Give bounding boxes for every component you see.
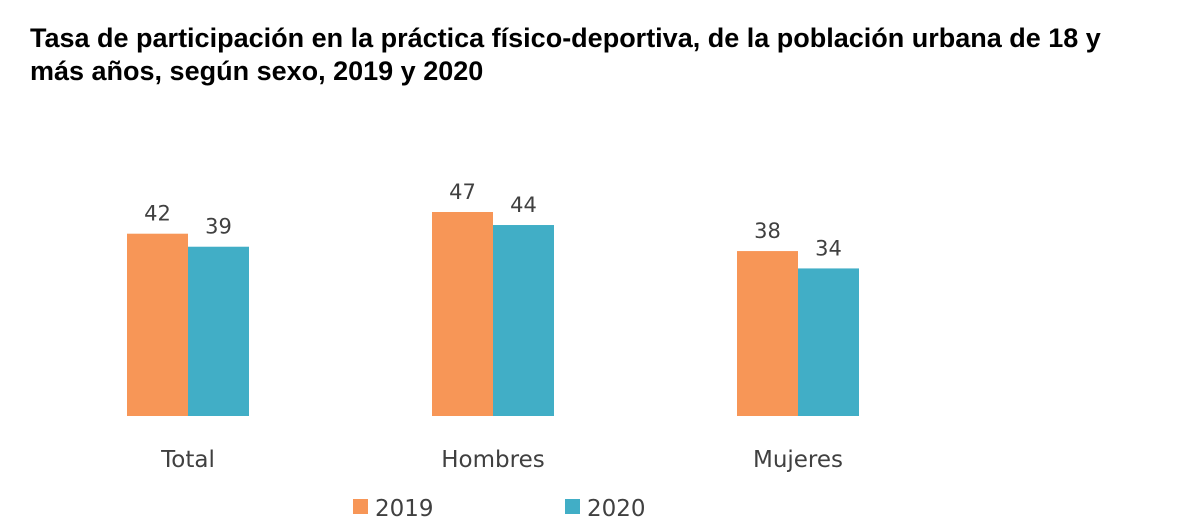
data-label-total-2019: 42 [144, 202, 171, 226]
legend-label-2020: 2020 [587, 496, 646, 522]
x-tick-label-total: Total [160, 447, 215, 473]
bar-hombres-2020 [493, 225, 554, 416]
legend-swatch-2020 [565, 499, 580, 514]
bars-layer [127, 212, 859, 416]
data-label-mujeres-2019: 38 [754, 219, 781, 243]
x-axis-tick-labels: Total Hombres Mujeres [160, 447, 843, 473]
data-label-hombres-2020: 44 [510, 193, 537, 217]
bar-total-2019 [127, 233, 188, 416]
bar-mujeres-2019 [737, 251, 798, 416]
legend-label-2019: 2019 [375, 496, 434, 522]
bar-total-2020 [188, 246, 249, 416]
data-label-total-2020: 39 [205, 215, 232, 239]
x-tick-label-mujeres: Mujeres [753, 447, 843, 473]
data-label-mujeres-2020: 34 [815, 236, 842, 260]
data-label-hombres-2019: 47 [449, 180, 476, 204]
legend-item-2020: 2020 [565, 496, 646, 522]
bar-hombres-2019 [432, 212, 493, 416]
data-labels-layer: 42 39 47 44 38 34 [144, 180, 842, 260]
legend: 2019 2020 [353, 496, 646, 522]
x-tick-label-hombres: Hombres [441, 447, 544, 473]
legend-item-2019: 2019 [353, 496, 434, 522]
chart-title: Tasa de participación en la práctica fís… [30, 23, 1101, 86]
bar-mujeres-2020 [798, 268, 859, 416]
legend-swatch-2019 [353, 499, 368, 514]
